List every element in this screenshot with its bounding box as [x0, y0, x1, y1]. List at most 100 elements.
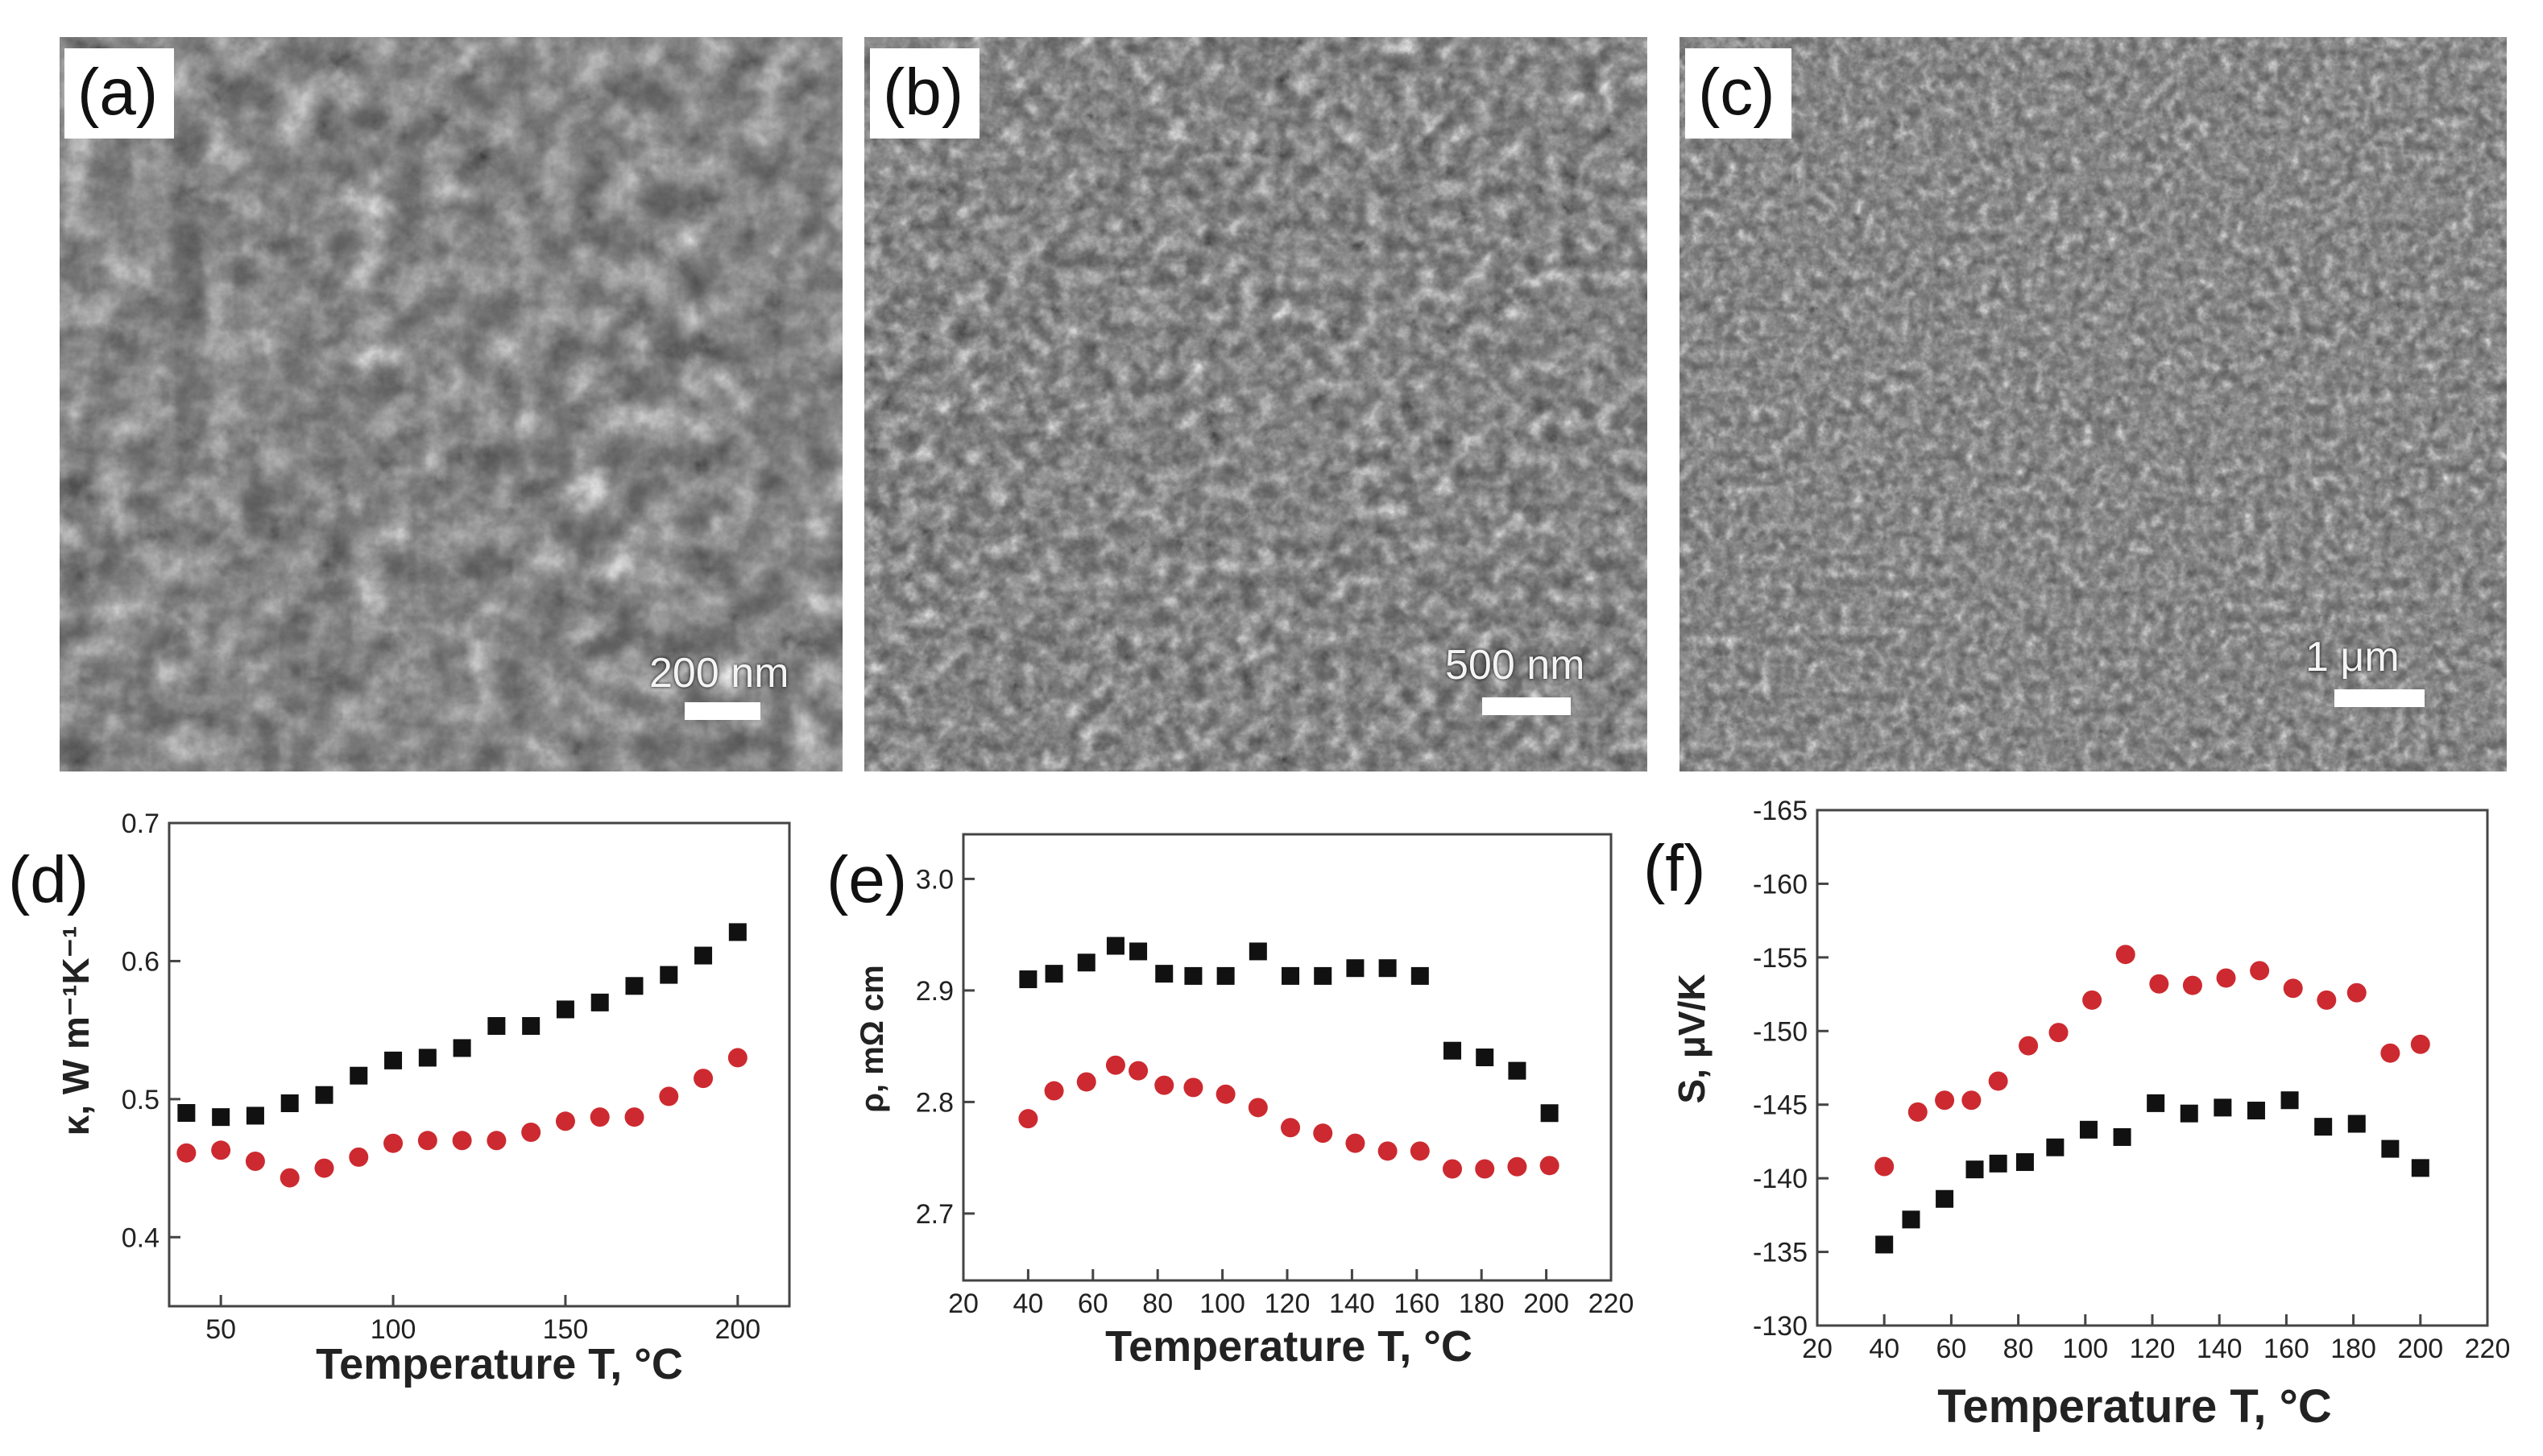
data-point-circle	[383, 1133, 404, 1153]
data-point-circle	[176, 1143, 197, 1163]
data-point-square	[1410, 966, 1429, 985]
scale-bar-c-line	[2334, 689, 2425, 707]
sem-texture-a	[60, 37, 843, 771]
data-point-square	[2280, 1091, 2299, 1110]
y-tick-label: 3.0	[916, 864, 954, 895]
data-point-square	[384, 1051, 403, 1069]
scale-bar-b-line	[1482, 697, 1571, 715]
data-point-circle	[2317, 990, 2337, 1010]
data-point-circle	[659, 1086, 679, 1106]
data-point-circle	[1313, 1123, 1333, 1144]
data-point-circle	[1410, 1141, 1430, 1161]
sem-image-a	[60, 37, 843, 771]
data-point-square	[1282, 966, 1300, 985]
data-point-circle	[1018, 1109, 1038, 1129]
data-point-circle	[280, 1168, 300, 1188]
x-tick-label: 100	[1199, 1288, 1245, 1319]
x-tick-label: 100	[2062, 1334, 2108, 1364]
x-tick-label: 160	[1394, 1288, 1439, 1319]
data-point-square	[1443, 1041, 1462, 1060]
x-axis-label: Temperature T, °C	[1105, 1322, 1472, 1371]
data-point-circle	[2380, 1043, 2400, 1063]
data-point-square	[1129, 942, 1148, 961]
data-point-square	[1184, 966, 1203, 985]
sem-image-c	[1679, 37, 2507, 771]
data-point-square	[556, 1000, 574, 1019]
x-tick-label: 40	[1013, 1288, 1043, 1319]
chart-e: (e) 20 40 60 80 100 120 140 160 180 200 220 2.7 2.8 2.…	[826, 833, 1634, 1371]
y-tick-label: 0.6	[122, 946, 159, 977]
data-point-square	[1965, 1160, 1984, 1179]
data-point-square	[590, 993, 609, 1011]
data-point-circle	[727, 1048, 748, 1068]
data-point-circle	[417, 1131, 437, 1151]
data-point-square	[1902, 1210, 1920, 1229]
data-point-circle	[521, 1123, 541, 1142]
chart-d: (d) 50 100 150 200 0.4 0.5 0.6 0.7 Temperature T,…	[8, 809, 791, 1388]
data-point-circle	[1988, 1071, 2008, 1091]
data-point-circle	[1216, 1084, 1236, 1104]
data-point-square	[2079, 1120, 2098, 1139]
data-point-circle	[2250, 961, 2270, 981]
data-point-circle	[245, 1152, 265, 1171]
panel-label-a: (a)	[64, 48, 175, 139]
x-tick-label: 150	[543, 1314, 589, 1345]
x-tick-label: 140	[1329, 1288, 1375, 1319]
data-point-circle	[452, 1131, 472, 1151]
y-axis-label: ρ, mΩ cm	[855, 965, 890, 1113]
data-point-square	[315, 1086, 333, 1104]
y-tick-label: -140	[1753, 1164, 1808, 1194]
data-point-square	[694, 946, 713, 965]
data-point-square	[177, 1104, 196, 1122]
data-point-square	[660, 966, 678, 984]
y-tick-label: 0.5	[122, 1085, 159, 1115]
data-point-circle	[2019, 1036, 2039, 1056]
data-point-circle	[487, 1131, 507, 1151]
data-point-square	[1249, 942, 1267, 961]
data-point-square	[1508, 1061, 1526, 1080]
data-point-square	[1106, 937, 1124, 955]
y-axis-label: κ, W m⁻¹K⁻¹	[55, 926, 97, 1136]
x-tick-label: 220	[2465, 1334, 2511, 1364]
data-point-circle	[1076, 1072, 1096, 1092]
data-point-circle	[2216, 968, 2236, 988]
data-point-square	[453, 1039, 471, 1057]
data-point-square	[2113, 1127, 2131, 1146]
series-black-squares	[1019, 937, 1559, 1123]
data-point-circle	[1874, 1156, 1895, 1177]
data-point-square	[280, 1094, 299, 1112]
data-point-circle	[1345, 1133, 1365, 1153]
y-tick-label: 2.8	[916, 1087, 954, 1118]
data-point-circle	[349, 1147, 369, 1167]
data-point-square	[1346, 959, 1365, 978]
y-tick-label: -160	[1753, 869, 1808, 900]
x-tick-label: 60	[1936, 1334, 1966, 1364]
y-tick-label: 2.9	[916, 976, 954, 1007]
data-point-square	[2247, 1102, 2265, 1120]
data-point-circle	[1539, 1156, 1559, 1176]
data-point-square	[1540, 1104, 1559, 1123]
data-point-circle	[1507, 1156, 1527, 1177]
data-point-circle	[1183, 1078, 1203, 1098]
x-tick-label: 220	[1588, 1288, 1634, 1319]
x-tick-label: 50	[205, 1314, 236, 1345]
y-tick-label: 2.7	[916, 1199, 954, 1230]
data-point-square	[2214, 1098, 2232, 1117]
data-point-square	[625, 977, 644, 995]
x-tick-label: 20	[948, 1288, 979, 1319]
y-tick-label: -155	[1753, 943, 1808, 974]
y-tick-label: -150	[1753, 1016, 1808, 1047]
data-point-square	[1314, 966, 1332, 985]
series-black-squares	[1875, 1091, 2429, 1254]
series-red-circles	[176, 1048, 748, 1188]
data-point-circle	[314, 1158, 334, 1178]
y-axis-label: S, μV/K	[1671, 974, 1713, 1103]
x-tick-label: 200	[714, 1314, 760, 1345]
data-point-circle	[2149, 974, 2169, 994]
x-axis-label: Temperature T, °C	[316, 1340, 683, 1388]
x-tick-label: 200	[2397, 1334, 2443, 1364]
data-point-square	[2046, 1138, 2065, 1156]
x-tick-label: 120	[1265, 1288, 1311, 1319]
x-tick-label: 180	[1459, 1288, 1505, 1319]
data-point-square	[1875, 1235, 1894, 1254]
